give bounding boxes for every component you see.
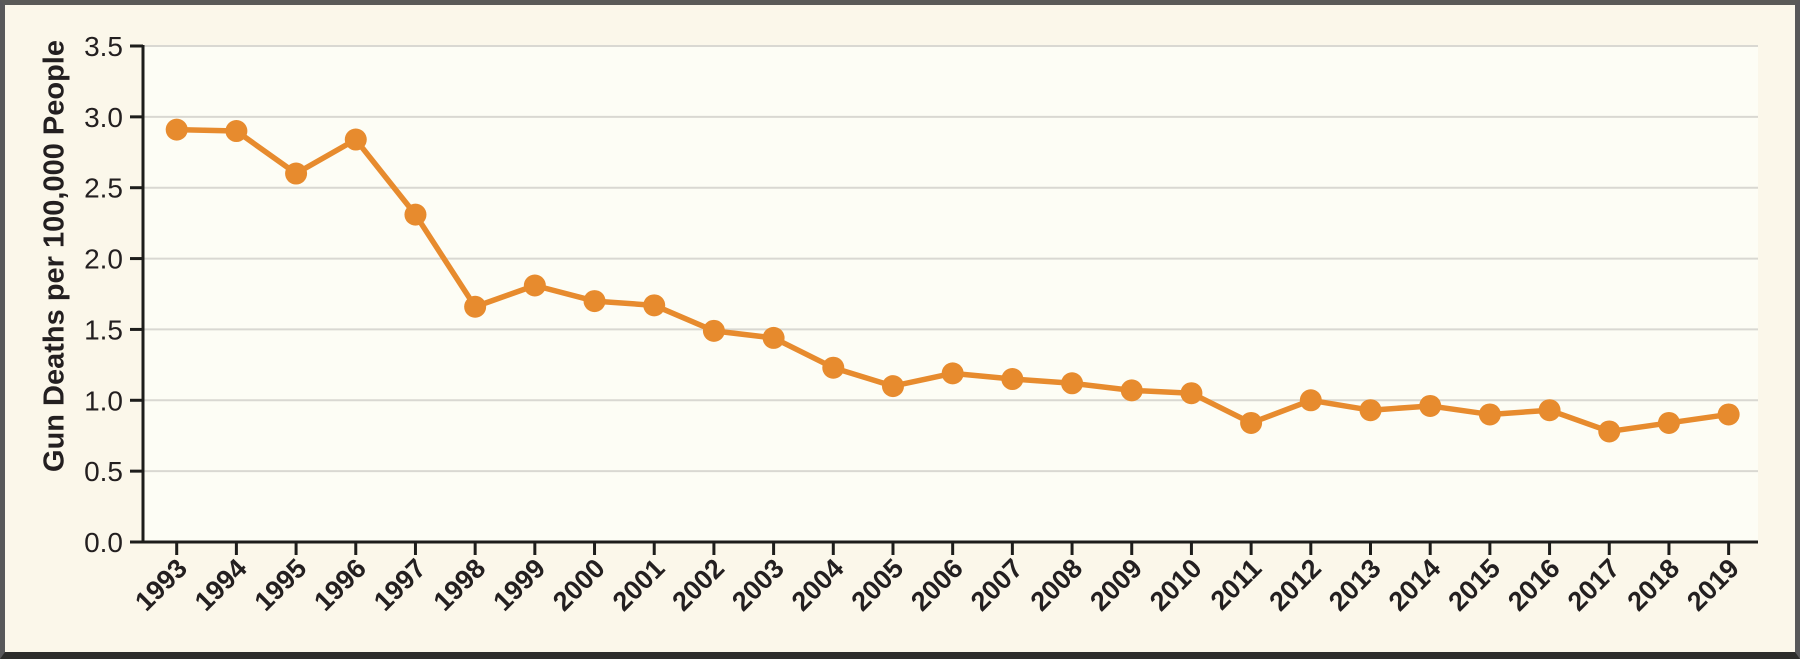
y-tick-label: 2.0 bbox=[84, 244, 123, 275]
y-tick-label: 3.0 bbox=[84, 102, 123, 133]
x-tick-label: 2017 bbox=[1562, 553, 1626, 617]
x-tick-label: 2011 bbox=[1205, 553, 1268, 616]
x-tick-label: 2016 bbox=[1502, 553, 1566, 617]
x-tick-label: 2019 bbox=[1681, 553, 1745, 617]
data-point-2008 bbox=[1061, 372, 1084, 395]
y-tick-label: 0.5 bbox=[84, 456, 123, 487]
x-tick-label: 2002 bbox=[666, 553, 730, 617]
data-point-2016 bbox=[1538, 399, 1561, 422]
y-tick-label: 2.5 bbox=[84, 173, 123, 204]
data-point-2012 bbox=[1299, 389, 1322, 412]
x-tick-label: 2003 bbox=[726, 553, 790, 617]
x-tick-label: 1995 bbox=[249, 553, 313, 617]
data-point-1995 bbox=[285, 162, 308, 185]
data-point-2005 bbox=[881, 375, 904, 398]
x-tick-label: 2000 bbox=[547, 553, 611, 617]
data-point-1999 bbox=[523, 274, 546, 297]
x-tick-label: 2013 bbox=[1323, 553, 1387, 617]
data-point-2019 bbox=[1717, 403, 1740, 426]
x-tick-label: 2008 bbox=[1025, 553, 1089, 617]
x-tick-label: 1998 bbox=[428, 553, 492, 617]
data-point-2001 bbox=[643, 294, 666, 317]
x-tick-label: 1999 bbox=[487, 553, 551, 617]
x-tick-label: 2006 bbox=[905, 553, 969, 617]
x-tick-label: 2015 bbox=[1442, 553, 1506, 617]
data-point-1997 bbox=[404, 203, 427, 226]
data-point-2014 bbox=[1419, 394, 1442, 417]
x-tick-label: 2005 bbox=[846, 553, 910, 617]
x-tick-label: 2001 bbox=[607, 553, 671, 617]
x-tick-label: 1993 bbox=[129, 553, 193, 617]
data-point-2007 bbox=[1001, 368, 1024, 391]
y-tick-label: 1.0 bbox=[84, 385, 123, 416]
data-point-2009 bbox=[1120, 379, 1143, 402]
plot-background bbox=[143, 46, 1758, 542]
data-point-2011 bbox=[1240, 411, 1263, 434]
y-tick-label: 1.5 bbox=[84, 314, 123, 345]
y-tick-label: 0.0 bbox=[84, 527, 123, 558]
data-point-2017 bbox=[1598, 420, 1621, 443]
x-tick-label: 1997 bbox=[368, 553, 432, 617]
x-tick-label: 2014 bbox=[1383, 553, 1447, 617]
data-point-2013 bbox=[1359, 399, 1382, 422]
data-point-2003 bbox=[762, 326, 785, 349]
data-point-2002 bbox=[702, 319, 725, 342]
y-axis-title: Gun Deaths per 100,000 People bbox=[38, 40, 71, 472]
x-tick-label: 2012 bbox=[1263, 553, 1327, 617]
x-tick-label: 2009 bbox=[1084, 553, 1148, 617]
x-tick-label: 1994 bbox=[189, 553, 253, 617]
x-tick-label: 2004 bbox=[786, 553, 850, 617]
y-tick-label: 3.5 bbox=[84, 31, 123, 62]
x-tick-label: 1996 bbox=[308, 553, 372, 617]
data-point-2006 bbox=[941, 362, 964, 385]
x-tick-label: 2007 bbox=[965, 553, 1029, 617]
x-tick-label: 2010 bbox=[1144, 553, 1208, 617]
data-point-1994 bbox=[225, 120, 248, 143]
data-point-1993 bbox=[165, 118, 188, 141]
data-point-2000 bbox=[583, 290, 606, 313]
data-point-1996 bbox=[344, 128, 367, 151]
x-tick-label: 2018 bbox=[1621, 553, 1685, 617]
data-point-2018 bbox=[1657, 411, 1680, 434]
data-point-2004 bbox=[822, 356, 845, 379]
data-point-1998 bbox=[464, 295, 487, 318]
data-point-2015 bbox=[1478, 403, 1501, 426]
data-point-2010 bbox=[1180, 382, 1203, 405]
